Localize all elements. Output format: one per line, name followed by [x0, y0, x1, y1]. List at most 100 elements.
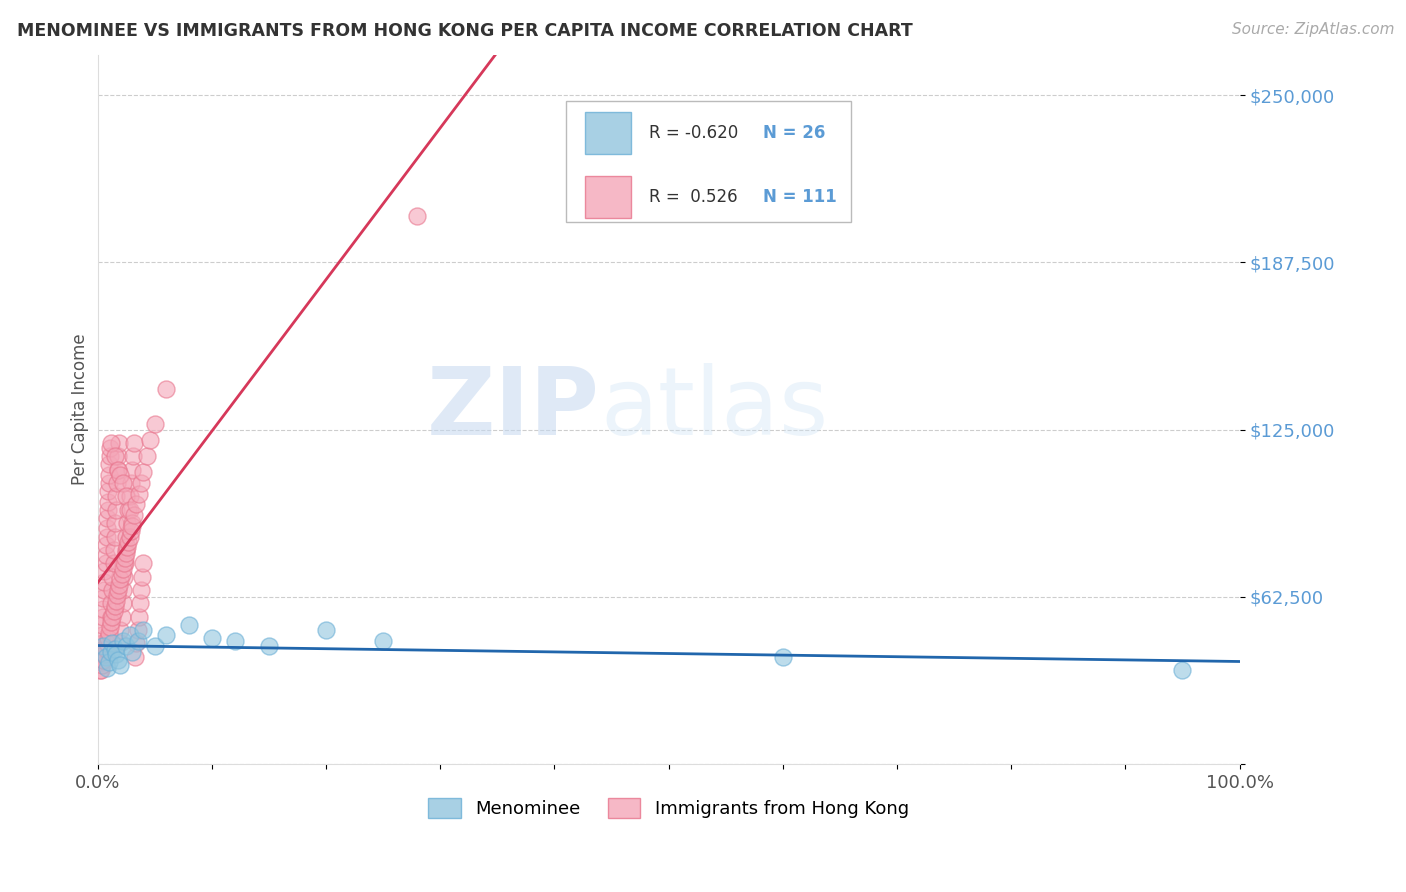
Point [104, 593, 127, 607]
Point [93, 564, 115, 578]
Point [125, 497, 148, 511]
Point [155, 383, 177, 397]
FancyBboxPatch shape [585, 112, 631, 154]
Point [94, 548, 117, 562]
Point [107, 463, 129, 477]
Point [132, 623, 155, 637]
Point [96, 636, 118, 650]
Point [104, 529, 127, 543]
Point [128, 596, 150, 610]
Point [114, 550, 136, 565]
Point [111, 561, 134, 575]
Point [93, 574, 115, 589]
Point [91, 601, 114, 615]
Point [90, 663, 112, 677]
Point [105, 476, 128, 491]
Point [118, 489, 141, 503]
Point [112, 569, 135, 583]
Point [104, 502, 127, 516]
Point [98, 655, 121, 669]
Point [104, 516, 127, 530]
Y-axis label: Per Capita Income: Per Capita Income [72, 334, 89, 485]
Point [127, 623, 149, 637]
Point [224, 633, 246, 648]
Point [91, 657, 114, 672]
Point [122, 450, 145, 464]
Point [129, 476, 152, 491]
Point [127, 633, 149, 648]
Point [132, 556, 155, 570]
Point [371, 633, 394, 648]
Point [118, 529, 141, 543]
Point [118, 502, 141, 516]
Point [103, 556, 125, 570]
Point [97, 484, 120, 499]
Point [112, 556, 135, 570]
Text: R =  0.526: R = 0.526 [650, 188, 738, 206]
Point [91, 591, 114, 605]
Point [100, 615, 122, 629]
Point [94, 641, 117, 656]
Point [100, 596, 122, 610]
Point [90, 644, 112, 658]
Point [125, 636, 148, 650]
Point [1171, 663, 1194, 677]
Point [96, 529, 118, 543]
Point [101, 582, 124, 597]
Text: ZIP: ZIP [427, 363, 600, 456]
Text: N = 26: N = 26 [763, 124, 825, 142]
Point [315, 623, 337, 637]
Point [97, 502, 120, 516]
Point [90, 655, 112, 669]
Text: Source: ZipAtlas.com: Source: ZipAtlas.com [1232, 22, 1395, 37]
Point [772, 649, 794, 664]
Point [108, 577, 131, 591]
Point [110, 623, 132, 637]
Point [117, 534, 139, 549]
Point [115, 542, 138, 557]
Point [105, 588, 128, 602]
Point [110, 636, 132, 650]
Point [91, 652, 114, 666]
Point [108, 436, 131, 450]
Point [110, 609, 132, 624]
Point [115, 639, 138, 653]
Point [139, 434, 162, 448]
Point [91, 609, 114, 624]
Point [98, 458, 121, 472]
Point [121, 518, 143, 533]
Text: atlas: atlas [600, 363, 828, 456]
Point [257, 639, 280, 653]
Point [143, 639, 166, 653]
Point [122, 508, 145, 522]
Point [97, 631, 120, 645]
Text: R = -0.620: R = -0.620 [650, 124, 738, 142]
Point [98, 620, 121, 634]
Point [103, 542, 125, 557]
Point [110, 572, 132, 586]
Point [131, 569, 153, 583]
Point [104, 450, 127, 464]
Point [121, 516, 143, 530]
Point [94, 556, 117, 570]
Point [91, 636, 114, 650]
Point [96, 510, 118, 524]
Point [94, 537, 117, 551]
Point [91, 617, 114, 632]
Point [115, 489, 138, 503]
Point [110, 657, 132, 672]
Point [107, 463, 129, 477]
Point [128, 609, 150, 624]
Point [104, 599, 127, 613]
Point [111, 476, 134, 491]
Text: MENOMINEE VS IMMIGRANTS FROM HONG KONG PER CAPITA INCOME CORRELATION CHART: MENOMINEE VS IMMIGRANTS FROM HONG KONG P… [17, 22, 912, 40]
Point [107, 652, 129, 666]
Point [132, 466, 155, 480]
FancyBboxPatch shape [565, 101, 851, 222]
Point [104, 647, 127, 661]
Point [98, 450, 121, 464]
Point [104, 489, 127, 503]
Point [103, 604, 125, 618]
Point [114, 556, 136, 570]
Point [124, 649, 146, 664]
